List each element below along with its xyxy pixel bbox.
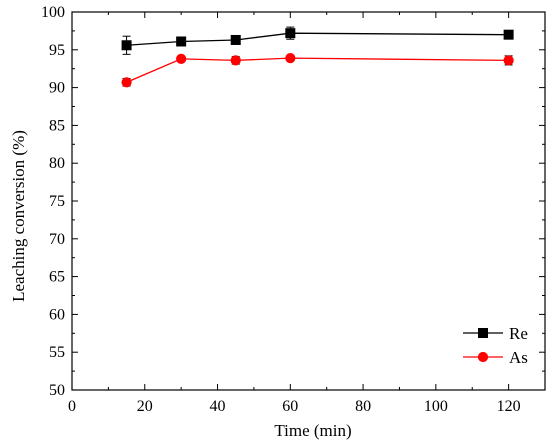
legend-marker-as (477, 351, 489, 363)
y-axis-title: Leaching conversion (%) (9, 130, 28, 302)
data-point-re (503, 29, 514, 40)
y-tick-label: 95 (49, 42, 65, 59)
y-tick-label: 65 (49, 269, 65, 286)
legend-label-re: Re (509, 324, 528, 343)
axes: 0 20 40 60 80 100 120 50 55 60 65 70 75 80 85 90 95 100 (41, 4, 546, 415)
plot-area (121, 26, 514, 88)
x-axis-title: Time (min) (274, 421, 351, 440)
series-re (121, 26, 514, 55)
y-tick-label: 60 (49, 306, 65, 323)
x-tick-label: 20 (137, 398, 153, 415)
y-tick-label: 70 (49, 231, 65, 248)
y-tick-label: 50 (49, 382, 65, 399)
data-point-as (176, 53, 187, 64)
data-point-re (176, 36, 187, 47)
y-tick-label: 55 (49, 344, 65, 361)
series-as (121, 53, 514, 88)
legend: Re As (463, 324, 528, 367)
data-point-as (230, 55, 241, 66)
y-tick-label: 80 (49, 155, 65, 172)
x-tick-label: 40 (210, 398, 226, 415)
data-point-as (121, 77, 132, 88)
legend-item-as: As (463, 348, 528, 367)
x-tick-label: 120 (497, 398, 521, 415)
y-tick-label: 100 (41, 4, 65, 21)
data-point-re (285, 28, 296, 39)
legend-marker-re (478, 328, 488, 338)
x-tick-label: 100 (424, 398, 448, 415)
data-point-as (503, 55, 514, 66)
y-tick-label: 75 (49, 193, 65, 210)
x-tick-label: 80 (355, 398, 371, 415)
legend-label-as: As (509, 348, 528, 367)
data-point-re (230, 34, 241, 45)
legend-item-re: Re (463, 324, 528, 343)
y-tick-label: 85 (49, 117, 65, 134)
x-tick-label: 60 (282, 398, 298, 415)
data-point-re (121, 40, 132, 51)
data-point-as (285, 53, 296, 64)
x-tick-label: 0 (68, 398, 76, 415)
y-tick-label: 90 (49, 80, 65, 97)
